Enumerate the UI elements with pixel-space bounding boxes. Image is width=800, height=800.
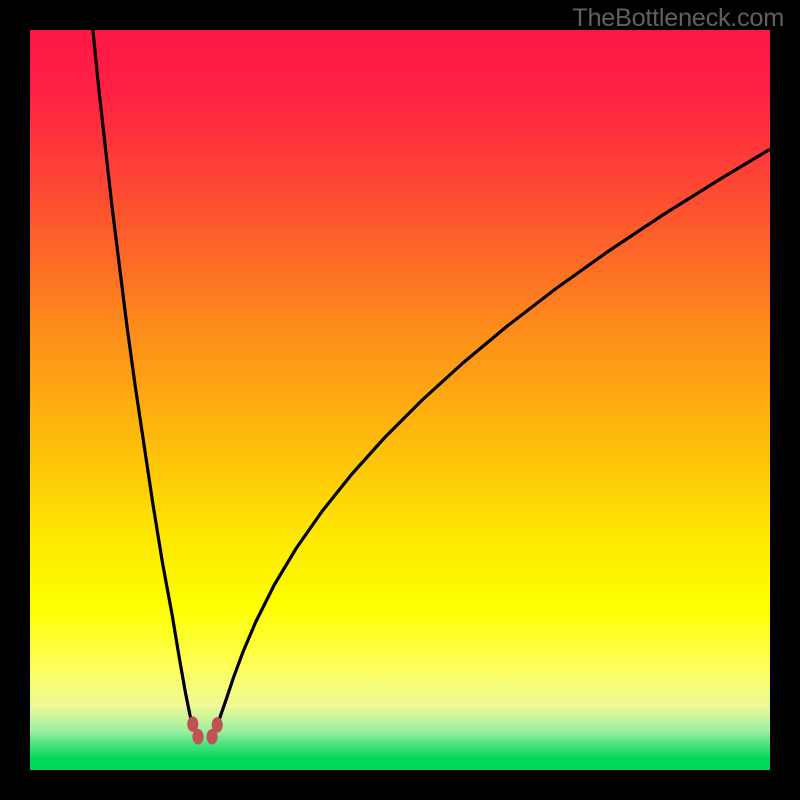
watermark-text: TheBottleneck.com xyxy=(572,4,784,33)
plot-area xyxy=(30,30,770,770)
marker-point-1 xyxy=(192,729,203,745)
gradient-background xyxy=(30,30,770,770)
plot-svg xyxy=(30,30,770,770)
marker-point-3 xyxy=(212,717,223,733)
figure-outer: TheBottleneck.com xyxy=(0,0,800,800)
